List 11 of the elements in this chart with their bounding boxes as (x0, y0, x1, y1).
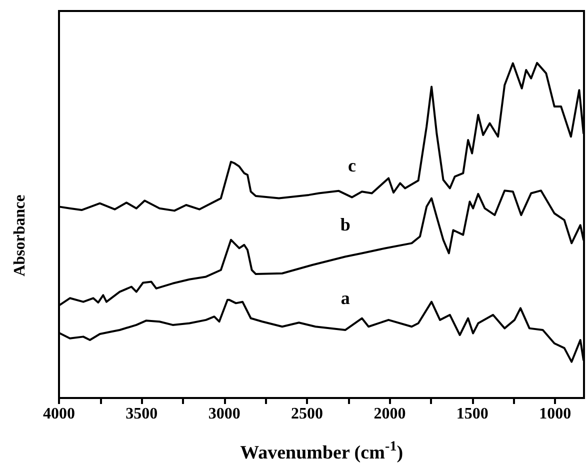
x-tick-label: 2500 (291, 406, 324, 422)
x-tick-label: 3500 (126, 406, 158, 422)
series-label: c (348, 155, 356, 176)
series-label: b (340, 214, 350, 235)
x-tick-label: 1500 (456, 406, 488, 422)
series-label: a (340, 288, 350, 308)
x-tick-label: 4000 (43, 406, 75, 422)
x-tick-label: 1000 (539, 406, 572, 422)
x-tick-label: 2000 (374, 406, 406, 422)
y-axis-title: Absorbance (12, 194, 28, 276)
x-tick-label: 3000 (208, 406, 240, 422)
